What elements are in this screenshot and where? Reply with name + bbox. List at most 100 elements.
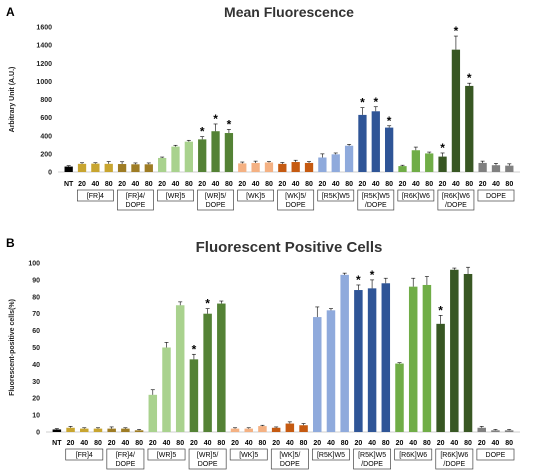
bar bbox=[463, 273, 473, 432]
bar bbox=[144, 164, 153, 172]
bar bbox=[198, 139, 207, 172]
bar bbox=[224, 133, 234, 172]
significance-star: * bbox=[200, 125, 205, 139]
x-tick-label: 80 bbox=[505, 440, 513, 447]
x-tick-label: 20 bbox=[354, 440, 362, 447]
bar bbox=[52, 429, 62, 432]
bar bbox=[64, 166, 73, 172]
group-label: [WR]5 bbox=[166, 193, 186, 200]
bar bbox=[371, 111, 380, 172]
bar bbox=[381, 283, 391, 432]
bar bbox=[340, 274, 349, 432]
bar bbox=[285, 423, 295, 432]
bar bbox=[230, 428, 240, 432]
significance-star: * bbox=[373, 95, 378, 109]
x-tick-label: 40 bbox=[286, 440, 294, 447]
bar bbox=[162, 347, 171, 432]
y-tick-label: 1200 bbox=[36, 61, 52, 68]
bar bbox=[80, 428, 89, 432]
y-tick-label: 600 bbox=[40, 115, 52, 122]
group-label-box bbox=[476, 448, 515, 461]
group-label-box bbox=[65, 448, 104, 461]
panel-letter: A bbox=[6, 5, 15, 19]
panel-letter: B bbox=[6, 236, 15, 250]
bar bbox=[77, 163, 87, 172]
bar bbox=[438, 156, 447, 172]
bar bbox=[148, 394, 158, 432]
x-tick-label: 40 bbox=[409, 440, 417, 447]
group-label: [R6K]W6/DOPE bbox=[442, 193, 470, 209]
x-tick-label: NT bbox=[52, 440, 62, 447]
group-label-box bbox=[188, 448, 227, 470]
x-tick-label: 20 bbox=[478, 440, 486, 447]
bar bbox=[131, 164, 140, 172]
y-tick-label: 70 bbox=[32, 311, 40, 318]
bar bbox=[398, 166, 407, 172]
group-label: DOPE bbox=[486, 193, 506, 200]
x-tick-label: 40 bbox=[292, 181, 300, 188]
group-label-box bbox=[117, 189, 154, 211]
group-label: [FR]4 bbox=[76, 452, 93, 459]
y-tick-label: 20 bbox=[32, 396, 40, 403]
y-tick-label: 0 bbox=[48, 170, 52, 177]
x-tick-label: 40 bbox=[368, 440, 376, 447]
group-label-box bbox=[147, 448, 186, 461]
group-label-box bbox=[229, 448, 268, 461]
bar bbox=[299, 425, 308, 432]
bar bbox=[436, 323, 445, 432]
group-label: [WR]5/DOPE bbox=[197, 452, 218, 468]
group-label: [R6K]W6/DOPE bbox=[440, 452, 468, 468]
x-tick-label: 20 bbox=[396, 440, 404, 447]
bar bbox=[189, 359, 199, 432]
x-tick-label: 40 bbox=[412, 181, 420, 188]
x-tick-label: 80 bbox=[305, 181, 313, 188]
bar bbox=[158, 157, 167, 172]
significance-star: * bbox=[360, 96, 365, 110]
group-label-box bbox=[197, 189, 234, 211]
bar bbox=[171, 146, 180, 172]
group-label: [R5K]W5/DOPE bbox=[362, 193, 390, 209]
y-tick-label: 90 bbox=[32, 277, 40, 284]
x-tick-label: 20 bbox=[359, 181, 367, 188]
x-tick-label: 40 bbox=[372, 181, 380, 188]
significance-star: * bbox=[192, 342, 197, 356]
x-tick-label: 20 bbox=[439, 181, 447, 188]
bar bbox=[175, 305, 185, 432]
significance-star: * bbox=[205, 297, 210, 311]
x-tick-label: 40 bbox=[332, 181, 340, 188]
bar bbox=[354, 290, 363, 432]
group-label: [FR]4/DOPE bbox=[115, 452, 135, 468]
x-tick-label: 20 bbox=[318, 181, 326, 188]
group-label-box bbox=[312, 448, 350, 461]
x-tick-label: NT bbox=[64, 181, 74, 188]
x-tick-label: 80 bbox=[185, 181, 193, 188]
group-label-box bbox=[477, 189, 515, 202]
y-tick-label: 1000 bbox=[36, 79, 52, 86]
bar bbox=[121, 428, 130, 432]
group-label: [R5K]W5 bbox=[322, 193, 350, 200]
y-tick-label: 50 bbox=[32, 345, 40, 352]
group-label-box bbox=[270, 448, 309, 470]
x-tick-label: 20 bbox=[149, 440, 157, 447]
bar bbox=[408, 286, 418, 432]
group-label-box bbox=[77, 189, 114, 202]
x-tick-label: 20 bbox=[313, 440, 321, 447]
x-tick-label: 40 bbox=[80, 440, 88, 447]
bar bbox=[184, 141, 193, 172]
bar bbox=[331, 154, 340, 172]
y-tick-label: 80 bbox=[32, 294, 40, 301]
bar bbox=[318, 157, 327, 172]
bar bbox=[203, 313, 212, 432]
chart-title: Fluorescent Positive Cells bbox=[196, 239, 383, 256]
bar bbox=[211, 131, 220, 172]
x-tick-label: 40 bbox=[452, 181, 460, 188]
y-tick-label: 10 bbox=[32, 413, 40, 420]
x-tick-label: 80 bbox=[145, 181, 153, 188]
group-label: [WK]5/DOPE bbox=[279, 452, 300, 468]
x-tick-label: 20 bbox=[399, 181, 407, 188]
x-tick-label: 80 bbox=[465, 181, 473, 188]
x-tick-label: 80 bbox=[423, 440, 431, 447]
y-tick-label: 0 bbox=[36, 430, 40, 437]
x-tick-label: 20 bbox=[158, 181, 166, 188]
